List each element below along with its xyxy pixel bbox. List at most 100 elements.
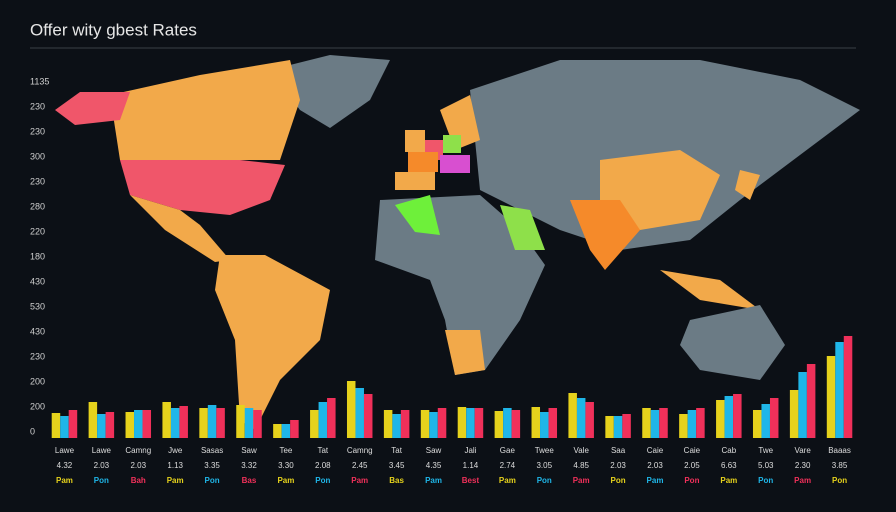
tag-label: Best [462, 476, 480, 485]
bar [162, 402, 171, 438]
bar [511, 410, 521, 438]
bar [789, 390, 799, 438]
bar [253, 410, 262, 438]
bar [199, 408, 208, 438]
category-label: Twe [758, 446, 773, 455]
mexico [130, 195, 230, 262]
figure-label: 3.05 [536, 461, 552, 470]
tag-label: Pam [351, 476, 368, 485]
bar [843, 336, 853, 438]
bar [798, 372, 807, 438]
category-label: Sasas [201, 446, 223, 455]
axis-label: 180 [30, 251, 45, 261]
bar [134, 410, 143, 438]
tag-label: Pon [611, 476, 626, 485]
bar [290, 420, 299, 438]
category-label: Lawe [92, 446, 112, 455]
bar [752, 410, 762, 438]
bar [494, 411, 504, 438]
bar [826, 356, 836, 438]
category-label: Baaas [828, 446, 851, 455]
bar [659, 408, 668, 438]
alaska [55, 92, 130, 125]
bar [236, 405, 245, 438]
australia [680, 305, 785, 380]
tag-label: Pam [167, 476, 184, 485]
axis-label: 0 [30, 426, 35, 436]
bar [207, 405, 217, 438]
tag-label: Pon [315, 476, 330, 485]
bar [457, 407, 467, 438]
tag-label: Pam [794, 476, 811, 485]
category-label: Gae [500, 446, 516, 455]
tag-label: Pon [832, 476, 847, 485]
figure-label: 3.85 [832, 461, 848, 470]
tag-label: Pam [647, 476, 664, 485]
bar [605, 416, 614, 438]
bar [400, 410, 410, 438]
category-label: Camng [125, 446, 151, 455]
tag-label: Pon [758, 476, 773, 485]
bar [420, 410, 430, 438]
bar [310, 410, 319, 438]
chart: 1135 230 230 300 230 280 220 180 430 530 430 230 200… [30, 76, 853, 485]
bar [60, 416, 69, 438]
bar [696, 408, 705, 438]
bar [761, 404, 770, 438]
bar [806, 364, 816, 438]
figure-label: 3.30 [278, 461, 294, 470]
bar [769, 398, 779, 438]
south-america [215, 255, 330, 430]
tag-label: Pon [205, 476, 220, 485]
bar [51, 413, 61, 438]
category-label: Caie [647, 446, 664, 455]
figure-label: 4.32 [57, 461, 73, 470]
category-label: Saw [241, 446, 257, 455]
figure-label: 5.03 [758, 461, 774, 470]
bar [466, 408, 475, 438]
category-label: Cab [721, 446, 736, 455]
category-label: Vare [794, 446, 811, 455]
china [600, 150, 720, 230]
figure-label: 2.03 [130, 461, 146, 470]
bar [383, 410, 393, 438]
bar [429, 412, 438, 438]
bar [437, 408, 447, 438]
bar [716, 400, 725, 438]
bar [97, 414, 106, 438]
tag-label: Pam [56, 476, 73, 485]
axis-label: 300 [30, 151, 45, 161]
tag-label: Bas [389, 476, 404, 485]
category-label: Jali [464, 446, 476, 455]
bar [503, 408, 512, 438]
figure-label: 4.85 [573, 461, 589, 470]
tag-label: Pam [499, 476, 516, 485]
tag-label: Bah [131, 476, 146, 485]
category-label: Vale [573, 446, 589, 455]
figure-label: 3.32 [241, 461, 257, 470]
europe [440, 155, 470, 173]
bar [281, 424, 291, 438]
axis-label: 230 [30, 176, 45, 186]
bar [179, 406, 188, 438]
tag-label: Pon [684, 476, 699, 485]
figure-label: 4.35 [426, 461, 442, 470]
canada [110, 60, 300, 160]
figure-label: 2.30 [795, 461, 811, 470]
tag-label: Pam [720, 476, 737, 485]
figure-label: 1.14 [463, 461, 479, 470]
bar [142, 410, 152, 438]
axis-label: 200 [30, 376, 45, 386]
axis-label: 280 [30, 201, 45, 211]
tag-label: Pon [537, 476, 552, 485]
tag-label: Pon [94, 476, 109, 485]
tag-label: Bas [242, 476, 257, 485]
bar [568, 393, 577, 438]
category-label: Saw [426, 446, 442, 455]
europe [405, 130, 425, 152]
tag-label: Pam [425, 476, 442, 485]
category-label: Saa [611, 446, 626, 455]
bar [613, 416, 623, 438]
greenland [270, 55, 390, 128]
